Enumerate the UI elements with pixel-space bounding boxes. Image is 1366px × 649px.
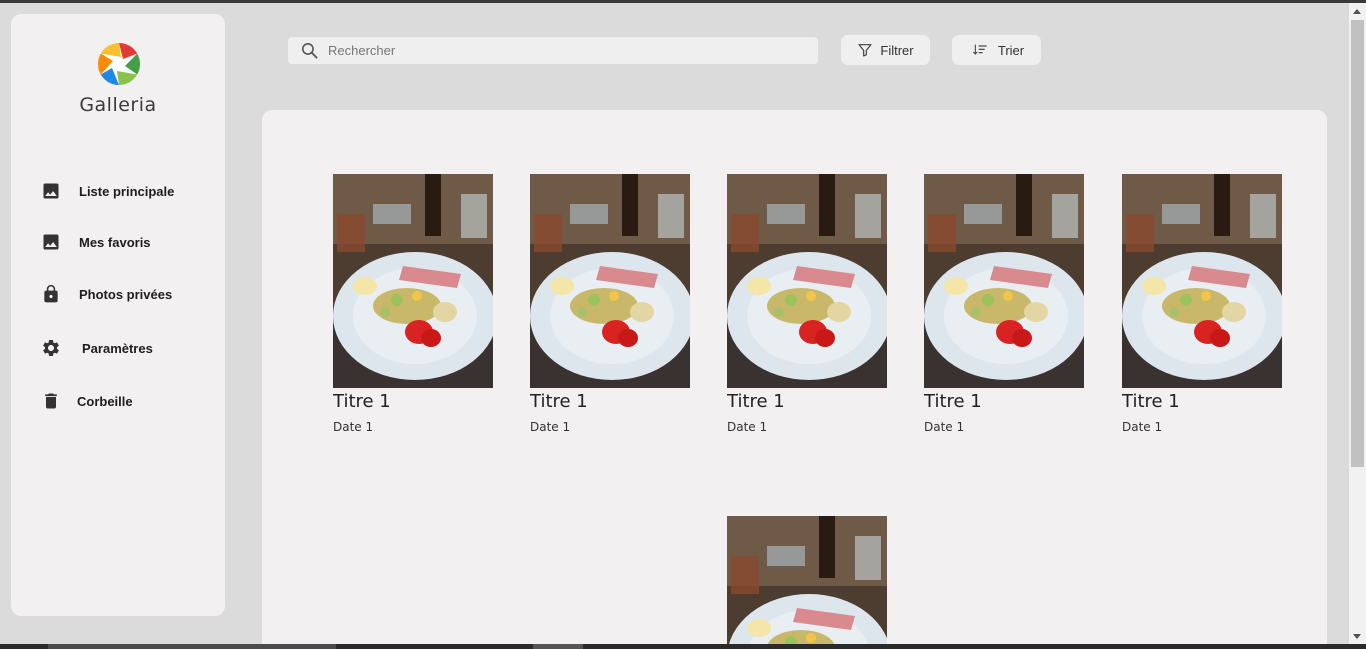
photo-title: Titre 1 [530,391,588,412]
photo-thumbnail[interactable] [727,516,887,649]
photo-title: Titre 1 [924,391,982,412]
taskbar-segment [48,644,336,649]
search-icon [301,42,318,59]
gear-icon [43,340,59,356]
sidebar-item-label: Photos privées [79,286,173,302]
food-plate-image [727,174,887,388]
food-plate-image [333,174,493,388]
filter-label: Filtrer [880,42,914,58]
photo-thumbnail[interactable] [333,174,493,388]
filter-button[interactable]: Filtrer [841,35,930,65]
vertical-scrollbar[interactable] [1349,3,1366,644]
photo-date: Date 1 [530,420,571,434]
sidebar: Galleria Liste principale Mes favoris Ph… [11,14,225,616]
scroll-up-arrow-icon[interactable] [1353,9,1361,14]
food-plate-image [1122,174,1282,388]
search-bar[interactable] [288,37,818,64]
photo-card[interactable]: Titre 1 Date 1 [727,174,887,434]
sidebar-item-label: Corbeille [77,393,133,409]
window-top-edge [0,0,1366,3]
trash-icon [45,393,57,409]
photo-thumbnail[interactable] [727,174,887,388]
photo-thumbnail[interactable] [530,174,690,388]
photo-card[interactable]: Titre 1 Date 1 [1122,174,1282,434]
sidebar-item-corbeille[interactable]: Corbeille [41,390,133,412]
photo-date: Date 1 [1122,420,1163,434]
sidebar-item-label: Liste principale [79,183,175,199]
sidebar-item-mes-favoris[interactable]: Mes favoris [41,231,151,253]
photo-title: Titre 1 [1122,391,1180,412]
galleria-logo-icon [97,42,141,85]
taskbar-edge [0,644,1366,649]
search-input[interactable] [328,43,788,58]
scrollbar-thumb[interactable] [1351,20,1364,467]
photo-card[interactable]: Titre 1 Date 1 [924,174,1084,434]
food-plate-image [530,174,690,388]
photo-date: Date 1 [333,420,374,434]
image-icon [43,183,59,199]
photo-thumbnail[interactable] [924,174,1084,388]
photo-card[interactable] [727,516,887,649]
photo-date: Date 1 [924,420,965,434]
photo-card[interactable]: Titre 1 Date 1 [333,174,493,434]
photo-thumbnail[interactable] [1122,174,1282,388]
sidebar-item-label: Paramètres [82,340,153,356]
sidebar-item-label: Mes favoris [79,234,151,250]
sidebar-item-parametres[interactable]: Paramètres [41,337,153,359]
lock-icon [44,284,58,303]
photo-title: Titre 1 [727,391,785,412]
image-icon [43,234,59,250]
filter-icon [858,44,872,57]
sidebar-item-photos-privees[interactable]: Photos privées [41,283,172,305]
sort-button[interactable]: Trier [952,35,1041,65]
taskbar-segment [533,644,583,649]
food-plate-image [727,516,887,649]
photo-date: Date 1 [727,420,768,434]
sort-label: Trier [997,42,1025,58]
scroll-down-arrow-icon[interactable] [1353,634,1361,639]
food-plate-image [924,174,1084,388]
photo-title: Titre 1 [333,391,391,412]
photo-card[interactable]: Titre 1 Date 1 [530,174,690,434]
sort-icon [972,44,987,55]
sidebar-item-liste-principale[interactable]: Liste principale [41,180,174,202]
gallery-panel: Titre 1 Date 1 [262,110,1327,649]
app-brand-name: Galleria [79,94,157,116]
